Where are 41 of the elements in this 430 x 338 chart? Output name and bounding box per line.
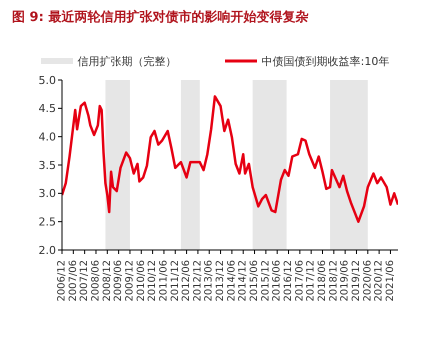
line-series bbox=[62, 95, 398, 223]
x-tick-label: 2017/12 bbox=[306, 260, 317, 302]
x-tick-label: 2009/12 bbox=[124, 260, 136, 302]
x-tick-label: 2021/06 bbox=[384, 260, 396, 302]
x-tick-label: 2011/12 bbox=[170, 260, 181, 302]
x-tick-label: 2013/06 bbox=[204, 260, 215, 302]
x-tick-label: 2013/12 bbox=[215, 260, 226, 302]
x-tick-label: 2007/12 bbox=[79, 260, 90, 302]
x-tick-label: 2011/06 bbox=[158, 260, 170, 302]
y-tick-label: 3.0 bbox=[38, 187, 56, 200]
x-tick-label: 2016/12 bbox=[283, 260, 294, 302]
x-tick-label: 2014/06 bbox=[226, 260, 238, 302]
chart-title: 图 9: 最近两轮信用扩张对债市的影响开始变得复杂 bbox=[11, 8, 310, 27]
x-tick-label: 2010/06 bbox=[136, 260, 147, 302]
x-tick-label: 2012/12 bbox=[192, 260, 204, 302]
y-tick-label: 4.0 bbox=[38, 130, 56, 144]
x-tick-label: 2014/12 bbox=[238, 260, 249, 302]
x-tick-label: 2020/12 bbox=[374, 260, 385, 302]
x-tick-label: 2016/06 bbox=[272, 260, 283, 302]
y-tick-label: 2.0 bbox=[38, 244, 56, 257]
x-tick-label: 2018/06 bbox=[316, 260, 328, 302]
legend-label: 信用扩张期（完整） bbox=[78, 54, 177, 68]
y-tick-label: 4.5 bbox=[38, 102, 56, 116]
legend-label: 中债国债到期收益率:10年 bbox=[262, 54, 390, 68]
x-tick-label: 2019/12 bbox=[350, 260, 362, 302]
x-tick-label: 2009/06 bbox=[113, 260, 124, 302]
x-tick-label: 2019/06 bbox=[340, 260, 351, 302]
y-tick-label: 5.0 bbox=[38, 74, 56, 87]
x-tick-label: 2006/12 bbox=[56, 260, 68, 302]
x-tick-label: 2008/06 bbox=[90, 260, 102, 302]
x-tick-label: 2010/12 bbox=[147, 260, 158, 302]
y-tick-label: 2.5 bbox=[38, 216, 56, 229]
x-tick-label: 2020/06 bbox=[362, 260, 374, 302]
x-tick-label: 2015/12 bbox=[260, 260, 272, 302]
x-tick-label: 2015/06 bbox=[249, 260, 260, 302]
x-tick-label: 2007/06 bbox=[68, 260, 79, 302]
y-tick-label: 3.5 bbox=[38, 158, 56, 172]
x-tick-label: 2012/06 bbox=[181, 260, 192, 302]
x-tick-label: 2008/12 bbox=[102, 260, 113, 302]
x-tick-label: 2018/12 bbox=[328, 260, 340, 302]
x-tick-label: 2017/06 bbox=[294, 260, 306, 302]
